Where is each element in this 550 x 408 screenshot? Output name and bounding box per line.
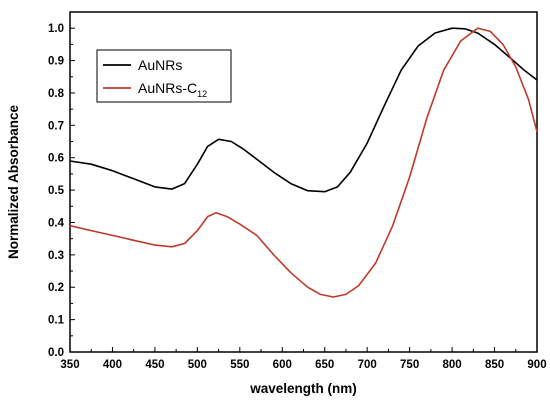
x-tick-label: 400 xyxy=(103,359,122,371)
y-tick-labels: 0.0 0.1 0.2 0.3 0.4 0.5 0.6 0.7 0.8 0.9 1.0 xyxy=(48,23,65,359)
x-tick-label: 450 xyxy=(145,359,164,371)
y-tick-label: 0.9 xyxy=(48,56,64,68)
series-group xyxy=(69,27,538,298)
y-axis-title: Normalized Absorbance xyxy=(6,104,21,259)
series-line-1 xyxy=(69,27,538,298)
x-tick-label: 600 xyxy=(273,359,292,371)
series-line-0 xyxy=(69,27,538,193)
y-tick-label: 0.6 xyxy=(48,153,64,165)
legend-label-aunrs-c12-subscript: 12 xyxy=(197,89,207,99)
x-tick-label: 650 xyxy=(315,359,334,371)
x-tick-label: 800 xyxy=(442,359,461,371)
y-tick-label: 0.5 xyxy=(48,185,65,197)
x-tick-label: 350 xyxy=(60,359,79,371)
x-tick-label: 900 xyxy=(527,359,546,371)
x-tick-label: 500 xyxy=(188,359,207,371)
legend-label-aunrs-c12: AuNRs-C12 xyxy=(138,80,207,99)
x-axis-title: wavelength (nm) xyxy=(249,381,357,396)
y-tick-label: 0.0 xyxy=(48,347,64,359)
ticks-group xyxy=(69,27,538,353)
y-tick-label: 1.0 xyxy=(48,23,64,35)
y-tick-label: 0.7 xyxy=(48,120,64,132)
x-tick-label: 850 xyxy=(485,359,504,371)
x-tick-label: 700 xyxy=(358,359,377,371)
x-tick-label: 550 xyxy=(230,359,249,371)
y-tick-label: 0.1 xyxy=(48,315,65,327)
legend-label-aunrs-c12-main: AuNRs-C xyxy=(138,80,197,96)
x-tick-labels: 350 400 450 500 550 600 650 700 750 800 850 900 xyxy=(60,359,546,371)
y-tick-label: 0.2 xyxy=(48,282,64,294)
legend: AuNRs AuNRs-C12 xyxy=(96,49,232,103)
legend-box xyxy=(96,49,232,103)
y-tick-label: 0.3 xyxy=(48,250,64,262)
x-tick-label: 750 xyxy=(400,359,419,371)
y-tick-label: 0.4 xyxy=(48,217,65,229)
legend-label-aunrs: AuNRs xyxy=(138,57,182,73)
y-tick-label: 0.8 xyxy=(48,88,65,100)
